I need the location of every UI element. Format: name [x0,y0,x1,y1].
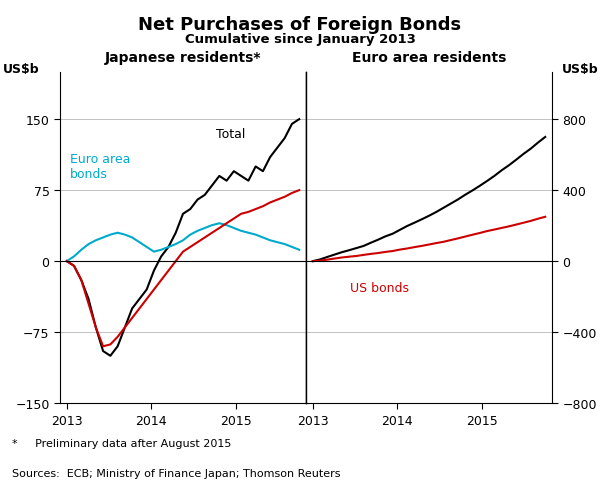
Text: Total: Total [216,127,245,140]
Text: Sources:  ECB; Ministry of Finance Japan; Thomson Reuters: Sources: ECB; Ministry of Finance Japan;… [12,468,341,478]
Text: Euro area residents: Euro area residents [352,51,506,64]
Text: Japanese residents*: Japanese residents* [105,51,261,64]
Text: Euro area
bonds: Euro area bonds [70,153,130,181]
Text: *     Preliminary data after August 2015: * Preliminary data after August 2015 [12,438,232,448]
Text: US$b: US$b [3,63,40,76]
Text: US$b: US$b [562,63,598,76]
Text: US bonds: US bonds [350,281,409,294]
Text: Cumulative since January 2013: Cumulative since January 2013 [185,33,415,46]
Text: Net Purchases of Foreign Bonds: Net Purchases of Foreign Bonds [139,16,461,34]
